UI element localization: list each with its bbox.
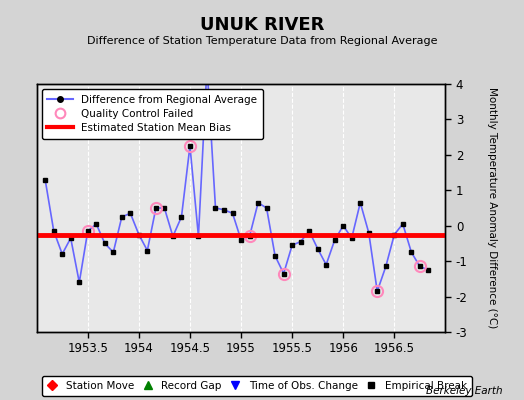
Y-axis label: Monthly Temperature Anomaly Difference (°C): Monthly Temperature Anomaly Difference (…	[487, 87, 497, 329]
Legend: Station Move, Record Gap, Time of Obs. Change, Empirical Break: Station Move, Record Gap, Time of Obs. C…	[42, 376, 472, 396]
Text: Difference of Station Temperature Data from Regional Average: Difference of Station Temperature Data f…	[87, 36, 437, 46]
Text: UNUK RIVER: UNUK RIVER	[200, 16, 324, 34]
Text: Berkeley Earth: Berkeley Earth	[427, 386, 503, 396]
